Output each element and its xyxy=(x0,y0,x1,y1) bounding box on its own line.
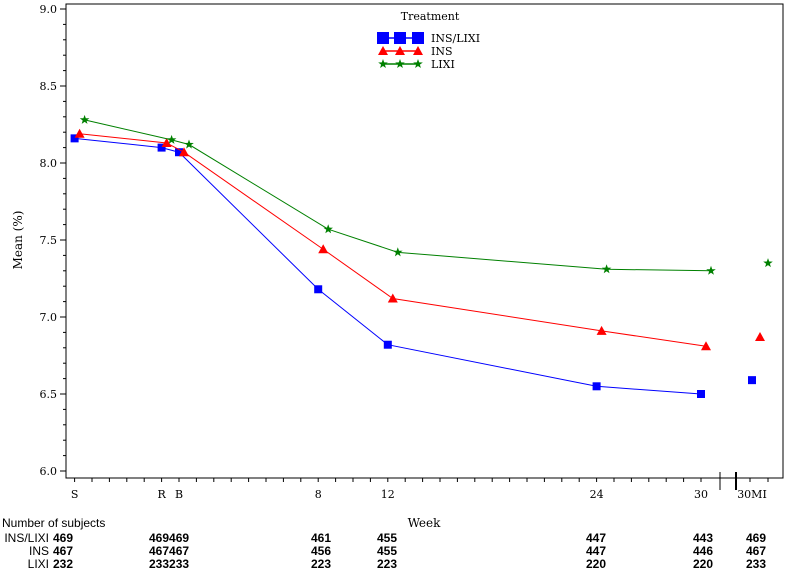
subjects-count: 220 xyxy=(586,557,606,571)
square-marker xyxy=(394,32,406,44)
subjects-count: 232 xyxy=(53,557,73,571)
star-marker xyxy=(395,59,405,68)
square-marker xyxy=(592,382,601,391)
subjects-count: 455 xyxy=(377,531,397,545)
y-tick-label: 7.0 xyxy=(40,311,58,324)
y-tick-label: 9.0 xyxy=(40,3,58,16)
subjects-count: 456 xyxy=(311,544,331,558)
legend-item: INS xyxy=(378,45,453,58)
subjects-row-label: INS/LIXI xyxy=(4,531,49,545)
star-marker xyxy=(393,247,403,257)
subjects-count: 467 xyxy=(746,544,766,558)
star-marker xyxy=(413,59,423,68)
subjects-count: 455 xyxy=(377,544,397,558)
legend-label: INS xyxy=(431,45,453,58)
subjects-count: 461 xyxy=(311,531,331,545)
x-tick-label: S xyxy=(71,488,79,501)
star-marker xyxy=(79,114,90,124)
square-marker xyxy=(157,143,166,152)
subjects-count: 447 xyxy=(586,531,606,545)
subjects-count: 447 xyxy=(586,544,606,558)
triangle-marker xyxy=(161,137,172,147)
square-marker xyxy=(383,340,392,349)
y-tick-label: 8.5 xyxy=(40,80,58,93)
y-tick-label: 7.5 xyxy=(40,234,58,247)
subjects-row-label: INS xyxy=(29,544,49,558)
series-line xyxy=(79,133,707,347)
triangle-marker xyxy=(74,128,85,138)
legend-item: LIXI xyxy=(378,58,455,71)
x-axis-label: Week xyxy=(408,516,442,530)
star-marker xyxy=(378,59,388,68)
y-tick-label: 8.0 xyxy=(40,157,58,170)
triangle-marker xyxy=(395,46,405,55)
subjects-count: 469 xyxy=(746,531,766,545)
x-axis: S R B 8 12 24 30 30MI xyxy=(71,472,769,501)
square-marker xyxy=(412,32,424,44)
subjects-title: Number of subjects xyxy=(2,516,105,530)
subjects-count: 233233 xyxy=(149,557,189,571)
square-marker xyxy=(697,390,705,398)
legend-label: LIXI xyxy=(431,58,455,71)
x-tick-label: 30 xyxy=(694,488,708,501)
series-ins-lixi xyxy=(70,134,756,398)
series-ins xyxy=(74,128,765,351)
subjects-count: 220 xyxy=(693,557,713,571)
subjects-count: 467467 xyxy=(149,544,189,558)
plot-frame xyxy=(65,3,784,479)
x-tick-label: 12 xyxy=(381,488,395,501)
subjects-count: 467 xyxy=(53,544,73,558)
x-tick-label: 24 xyxy=(590,488,604,501)
legend-title: Treatment xyxy=(401,10,460,23)
y-tick-label: 6.5 xyxy=(40,388,58,401)
x-tick-label: 30MI xyxy=(737,488,767,501)
series-group xyxy=(70,114,773,398)
square-marker xyxy=(70,134,79,143)
series-lixi xyxy=(79,114,773,275)
star-marker xyxy=(323,224,333,234)
triangle-marker xyxy=(755,332,765,342)
triangle-marker xyxy=(701,341,711,351)
subjects-count: 223 xyxy=(311,557,331,571)
x-tick-label: R xyxy=(157,488,166,501)
subjects-count: 443 xyxy=(693,531,713,545)
triangle-marker xyxy=(318,244,329,254)
star-marker xyxy=(184,139,194,149)
star-marker xyxy=(706,265,716,275)
legend-item: INS/LIXI xyxy=(377,32,480,45)
subjects-count: 469469 xyxy=(149,531,189,545)
triangle-marker xyxy=(596,325,607,335)
subjects-count: 233 xyxy=(746,557,766,571)
subjects-count: 223 xyxy=(377,557,397,571)
triangle-marker xyxy=(387,293,398,303)
triangle-marker xyxy=(413,46,423,55)
x-tick-label: B xyxy=(175,488,183,501)
y-axis-label: Mean (%) xyxy=(11,211,25,270)
square-marker xyxy=(377,32,389,44)
subjects-count: 469 xyxy=(53,531,73,545)
y-axis: 6.0 6.5 7.0 7.5 8.0 8.5 9.0 xyxy=(40,3,66,478)
star-marker xyxy=(763,258,773,268)
triangle-marker xyxy=(179,147,189,157)
y-tick-label: 6.0 xyxy=(40,465,58,478)
subjects-row-label: LIXI xyxy=(28,557,49,571)
star-marker xyxy=(601,264,612,274)
x-tick-label: 8 xyxy=(315,488,322,501)
legend-label: INS/LIXI xyxy=(431,32,480,45)
star-marker xyxy=(166,134,177,144)
square-marker xyxy=(175,148,183,157)
square-marker xyxy=(314,285,323,294)
square-marker xyxy=(748,376,756,385)
triangle-marker xyxy=(378,46,388,55)
subjects-count: 446 xyxy=(693,544,713,558)
